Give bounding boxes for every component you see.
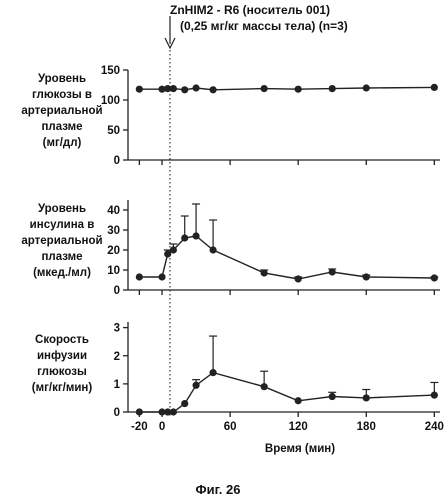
- insulin-data-point: [181, 234, 189, 242]
- glucose-data-point: [158, 85, 166, 93]
- glucose-y-label-line: глюкозы в: [32, 89, 92, 101]
- insulin-data-point: [362, 273, 370, 281]
- infusion-y-tick-label: 3: [114, 323, 120, 335]
- glucose-panel: 0 50 100 150 Уровень глюкозы в артериальной пла…: [21, 65, 440, 167]
- insulin-panel: 0 10 20 30 40 Уровень инсулина в артериальной пл…: [21, 200, 440, 297]
- insulin-y-tick-label: 40: [107, 205, 120, 217]
- infusion-y-tick-label: 1: [114, 379, 121, 391]
- insulin-series-line: [139, 235, 435, 280]
- insulin-y-label-line: инсулина в: [30, 219, 95, 231]
- infusion-x-tick-label: 180: [357, 421, 376, 433]
- infusion-data-point: [169, 408, 177, 416]
- infusion-data-point: [192, 381, 200, 389]
- glucose-data-point: [169, 85, 177, 93]
- glucose-data-point: [294, 85, 302, 93]
- infusion-y-tick-label: 2: [114, 351, 120, 363]
- infusion-data-point: [260, 383, 268, 391]
- insulin-data-point: [294, 275, 302, 283]
- infusion-x-tick-label: 0: [159, 421, 165, 433]
- glucose-y-tick-label: 150: [101, 65, 120, 77]
- glucose-y-label-line: плазме: [41, 121, 82, 133]
- infusion-data-point: [294, 397, 302, 405]
- insulin-data-point: [164, 250, 172, 258]
- glucose-y-tick-label: 0: [114, 155, 120, 167]
- glucose-data-point: [328, 85, 336, 93]
- header-line-1: ZnHIM2 - R6 (носитель 001): [170, 3, 330, 17]
- infusion-x-tick-label: 60: [224, 421, 237, 433]
- glucose-y-label-line: (мг/дл): [43, 137, 82, 149]
- infusion-y-label-line: Скорость: [35, 334, 89, 346]
- insulin-y-tick-label: 0: [114, 285, 120, 297]
- header-line-2: (0,25 мг/кг массы тела) (n=3): [180, 19, 348, 33]
- glucose-y-label-line: Уровень: [38, 73, 86, 85]
- insulin-data-point: [260, 269, 268, 277]
- infusion-x-tick-label: 120: [289, 421, 308, 433]
- glucose-data-point: [164, 85, 172, 93]
- infusion-data-point: [164, 408, 172, 416]
- x-axis-label: Время (мин): [265, 443, 335, 455]
- insulin-y-label-line: Уровень: [38, 203, 86, 215]
- infusion-x-tick-label: 240: [425, 421, 444, 433]
- infusion-data-point: [328, 392, 336, 401]
- glucose-data-point: [192, 84, 200, 92]
- glucose-data-point: [135, 85, 143, 93]
- insulin-data-point: [430, 274, 438, 282]
- insulin-data-point: [209, 246, 217, 254]
- infusion-data-point: [362, 394, 370, 402]
- glucose-data-point: [430, 83, 438, 91]
- insulin-y-tick-label: 20: [107, 245, 120, 257]
- glucose-data-point: [181, 86, 189, 94]
- infusion-data-point: [430, 391, 438, 399]
- infusion-y-label-line: глюкозы: [37, 366, 87, 378]
- infusion-data-point: [181, 399, 189, 408]
- dosing-arrow: [164, 16, 176, 50]
- insulin-y-tick-label: 10: [107, 265, 120, 277]
- insulin-y-label-line: (мкед./мл): [33, 267, 91, 279]
- infusion-x-tick-label: -20: [131, 421, 148, 433]
- insulin-data-point: [328, 268, 336, 276]
- insulin-data-point: [135, 273, 143, 281]
- glucose-data-point: [209, 86, 217, 94]
- glucose-y-tick-label: 100: [101, 95, 120, 107]
- glucose-data-point: [260, 85, 268, 93]
- glucose-data-point: [362, 84, 370, 92]
- infusion-y-label-line: (мг/кг/мин): [32, 382, 93, 394]
- insulin-y-label-line: артериальной: [21, 235, 102, 247]
- insulin-y-label-line: плазме: [41, 251, 82, 263]
- insulin-data-point: [169, 246, 177, 254]
- infusion-rate-panel: 0 1 2 3 -20 0 60 120 180 240 Скорость инфузии глюкоз…: [32, 322, 444, 433]
- glucose-y-label-line: артериальной: [21, 105, 102, 117]
- infusion-data-point: [158, 408, 166, 416]
- infusion-data-point: [209, 369, 217, 377]
- infusion-data-point: [135, 408, 143, 416]
- infusion-y-label-line: инфузии: [37, 350, 87, 362]
- figure-caption: Фиг. 26: [196, 482, 241, 497]
- glucose-y-tick-label: 50: [107, 125, 120, 137]
- insulin-data-point: [158, 273, 166, 281]
- insulin-y-tick-label: 30: [107, 225, 120, 237]
- infusion-y-tick-label: 0: [114, 407, 120, 419]
- insulin-data-point: [192, 232, 200, 240]
